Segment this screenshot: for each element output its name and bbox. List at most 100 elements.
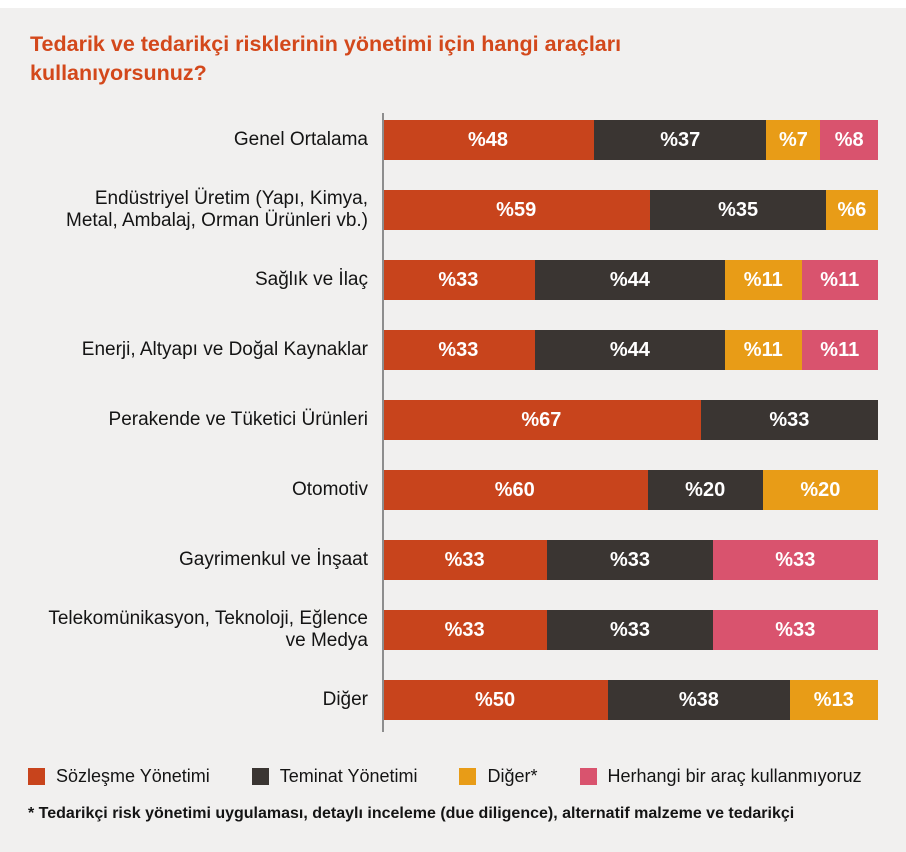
report-page: Tedarik ve tedarikçi risklerinin yönetim… [0, 8, 906, 852]
bar-value-label: %48 [467, 128, 508, 151]
bar-value-label: %7 [779, 128, 808, 151]
legend-item: Sözleşme Yönetimi [28, 766, 210, 787]
legend-item: Herhangi bir araç kullanmıyoruz [579, 766, 862, 787]
row-label: Diğer [322, 688, 368, 710]
bar-segment: %33 [547, 540, 713, 581]
bar-value-label: %38 [678, 688, 719, 711]
bar-segment: %33 [712, 610, 878, 651]
bar-value-label: %33 [609, 618, 650, 641]
bar: %48 %37 %7 %8 [382, 120, 878, 161]
legend-label: Herhangi bir araç kullanmıyoruz [607, 766, 862, 787]
bar: %33 %33 %33 [382, 610, 878, 651]
chart-row: Otomotiv %60 %20 %20 [0, 470, 879, 511]
legend-swatch-icon [459, 768, 477, 786]
bar-segment: %8 [820, 120, 878, 161]
bar-segment: %44 [534, 260, 725, 301]
axis-line [382, 113, 384, 733]
bar-value-label: %11 [743, 338, 783, 361]
bar: %50 %38 %13 [382, 680, 879, 721]
bar-segment: %44 [534, 330, 725, 371]
bar: %59 %35 %6 [382, 190, 878, 231]
bar-value-label: %67 [521, 408, 562, 431]
legend-label: Sözleşme Yönetimi [56, 766, 210, 787]
bar-value-label: %35 [718, 198, 759, 221]
bar-value-label: %6 [837, 198, 867, 221]
bar-value-label: %33 [775, 548, 816, 571]
bar-value-label: %33 [438, 268, 479, 291]
legend-swatch-icon [28, 768, 45, 786]
bar-segment: %60 [382, 470, 648, 511]
bar-value-label: %33 [444, 548, 485, 571]
bar: %33 %44 %11 %11 [382, 330, 878, 371]
bar-segment: %7 [766, 120, 821, 161]
chart-title-line-1: Tedarik ve tedarikçi risklerinin yönetim… [30, 32, 622, 56]
row-label: Endüstriyel Üretim (Yapı, Kimya, Metal, … [66, 187, 368, 232]
bar: %33 %33 %33 [382, 540, 878, 581]
bar-value-label: %11 [743, 268, 783, 291]
bar-value-label: %59 [496, 198, 537, 221]
footnote: * Tedarikçi risk yönetimi uygulaması, de… [28, 805, 795, 823]
bar-value-label: %8 [834, 128, 864, 151]
bar-segment: %38 [608, 680, 790, 721]
bar-segment: %33 [712, 540, 878, 581]
chart-row: Enerji, Altyapı ve Doğal Kaynaklar %33 %44… [0, 330, 878, 371]
row-label: Genel Ortalama [233, 128, 368, 150]
legend-label: Teminat Yönetimi [279, 766, 418, 787]
bar-value-label: %11 [820, 268, 860, 291]
chart-row: Telekomünikasyon, Teknoloji, Eğlence ve … [0, 607, 878, 652]
legend-item: Diğer* [459, 766, 538, 787]
bar-segment: %11 [801, 330, 878, 371]
chart-title: Tedarik ve tedarikçi risklerinin yönetim… [0, 8, 906, 88]
chart-row: Diğer %50 %38 %13 [0, 680, 879, 721]
bar-value-label: %33 [438, 338, 479, 361]
bar: %33 %44 %11 %11 [382, 260, 878, 301]
chart-row: Perakende ve Tüketici Ürünleri %67 %33 [0, 400, 878, 441]
bar-value-label: %33 [609, 548, 650, 571]
bar-value-label: %37 [660, 128, 701, 151]
bar: %60 %20 %20 [382, 470, 879, 511]
legend-swatch-icon [251, 768, 269, 786]
bar-segment: %20 [762, 470, 879, 511]
bar-value-label: %11 [820, 338, 860, 361]
bar-value-label: %33 [444, 618, 485, 641]
bar-segment: %11 [725, 260, 802, 301]
bar-segment: %48 [382, 120, 594, 161]
chart-row: Sağlık ve İlaç %33 %44 %11 %11 [0, 260, 878, 301]
bar-value-label: %13 [813, 688, 854, 711]
bar-segment: %50 [382, 680, 609, 721]
bar-segment: %33 [547, 610, 713, 651]
bar-value-label: %60 [494, 478, 535, 501]
row-label: Telekomünikasyon, Teknoloji, Eğlence ve … [48, 607, 368, 652]
bar-segment: %67 [382, 400, 701, 441]
bar-segment: %37 [593, 120, 767, 161]
chart-row: Genel Ortalama %48 %37 %7 %8 [0, 120, 878, 161]
bar-value-label: %50 [475, 688, 516, 711]
chart-title-line-2: kullanıyorsunuz? [30, 61, 207, 86]
bar-segment: %6 [825, 190, 878, 231]
legend-swatch-icon [579, 768, 597, 786]
legend: Sözleşme Yönetimi Teminat Yönetimi Diğer* H… [28, 766, 886, 787]
bar-segment: %33 [382, 540, 548, 581]
row-label: Gayrimenkul ve İnşaat [178, 548, 368, 570]
bar-segment: %20 [647, 470, 763, 511]
bar-segment: %11 [725, 330, 802, 371]
stacked-bar-chart: Genel Ortalama %48 %37 %7 %8 Endüstriyel Üret… [0, 113, 906, 733]
chart-row: Endüstriyel Üretim (Yapı, Kimya, Metal, … [0, 187, 878, 232]
chart-row: Gayrimenkul ve İnşaat %33 %33 %33 [0, 540, 878, 581]
bar-value-label: %33 [775, 618, 816, 641]
bar-value-label: %20 [800, 478, 841, 501]
bar-segment: %33 [382, 260, 535, 301]
bar-value-label: %20 [685, 478, 726, 501]
bar-segment: %33 [382, 330, 535, 371]
row-label: Otomotiv [291, 478, 368, 500]
bar-segment: %11 [801, 260, 878, 301]
legend-label: Diğer* [487, 766, 538, 787]
legend-item: Teminat Yönetimi [251, 766, 418, 787]
bar-value-label: %44 [609, 268, 650, 291]
row-label: Perakende ve Tüketici Ürünleri [108, 408, 368, 430]
row-label: Sağlık ve İlaç [255, 268, 368, 290]
bar-segment: %13 [789, 680, 879, 721]
row-label: Enerji, Altyapı ve Doğal Kaynaklar [81, 338, 368, 360]
bar: %67 %33 [382, 400, 878, 441]
bar-segment: %33 [700, 400, 878, 441]
